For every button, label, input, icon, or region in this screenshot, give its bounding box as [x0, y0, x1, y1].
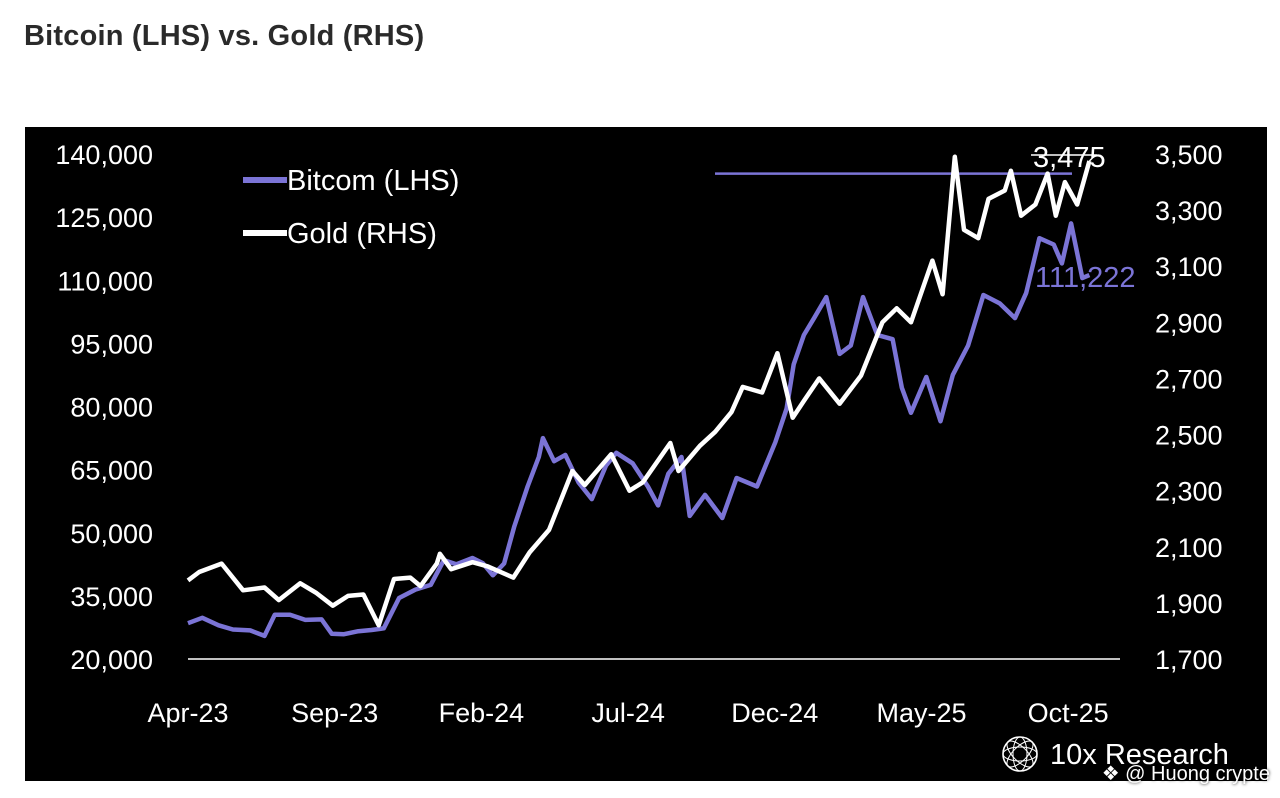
gold-end-leader [1031, 154, 1098, 162]
y-left-tick-label: 35,000 [70, 582, 153, 612]
legend-label-bitcoin: Bitcom (LHS) [287, 165, 459, 197]
y-right-axis: 3,500 3,300 3,100 2,900 2,700 2,500 2,300 2,100… [1155, 140, 1223, 675]
y-left-tick-label: 50,000 [70, 519, 153, 549]
x-tick-label: Sep-23 [291, 698, 378, 728]
watermark: ❖ @ Huong crypte [1101, 763, 1270, 785]
10x-research-logo: 10x Research [1002, 736, 1229, 772]
y-right-tick-label: 1,700 [1155, 645, 1223, 675]
y-left-tick-label: 140,000 [55, 140, 153, 170]
y-left-tick-label: 125,000 [55, 203, 153, 233]
y-right-tick-label: 3,300 [1155, 196, 1223, 226]
legend: Bitcom (LHS) Gold (RHS) [243, 165, 459, 250]
y-right-tick-label: 2,100 [1155, 533, 1223, 563]
x-axis: Apr-23 Sep-23 Feb-24 Jul-24 Dec-24 May-25 Oct-… [147, 698, 1108, 728]
y-right-tick-label: 2,500 [1155, 421, 1223, 451]
chart-svg: 140,000 125,000 110,000 95,000 80,000 65,000 5… [55, 140, 1229, 772]
y-left-axis: 140,000 125,000 110,000 95,000 80,000 65,000 5… [55, 140, 153, 675]
y-right-tick-label: 2,300 [1155, 477, 1223, 507]
x-tick-label: Jul-24 [591, 698, 665, 728]
y-left-tick-label: 80,000 [70, 393, 153, 423]
data-label-bitcoin: 111,222 [1035, 262, 1136, 294]
svg-text:10x Research: 10x Research [1050, 739, 1229, 771]
y-left-tick-label: 65,000 [70, 456, 153, 486]
y-right-tick-label: 2,900 [1155, 308, 1223, 338]
chart-panel: 140,000 125,000 110,000 95,000 80,000 65,000 5… [25, 127, 1267, 781]
series-line-bitcoin [187, 221, 1091, 639]
y-right-tick-label: 3,100 [1155, 252, 1223, 282]
x-tick-label: Oct-25 [1028, 698, 1109, 728]
y-left-tick-label: 110,000 [57, 266, 153, 296]
y-left-tick-label: 95,000 [70, 329, 153, 359]
x-tick-label: Dec-24 [731, 698, 818, 728]
y-right-tick-label: 3,500 [1155, 140, 1223, 170]
data-label-gold: 3,475 [1033, 142, 1106, 174]
y-right-tick-label: 2,700 [1155, 364, 1223, 394]
x-tick-label: May-25 [876, 698, 966, 728]
page-title: Bitcoin (LHS) vs. Gold (RHS) [24, 20, 425, 52]
y-left-tick-label: 20,000 [70, 645, 153, 675]
y-right-tick-label: 1,900 [1155, 589, 1223, 619]
x-tick-label: Feb-24 [439, 698, 525, 728]
x-tick-label: Apr-23 [147, 698, 228, 728]
legend-label-gold: Gold (RHS) [287, 218, 437, 250]
series-line-gold [186, 154, 1092, 628]
